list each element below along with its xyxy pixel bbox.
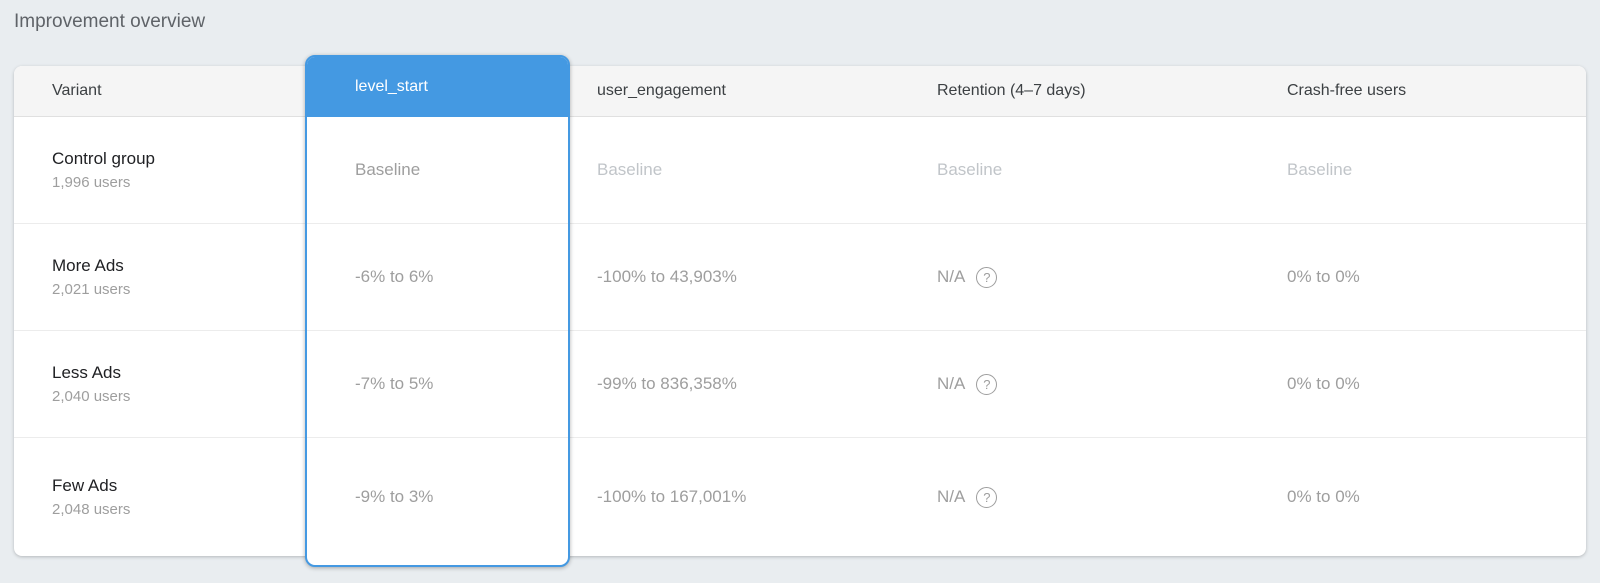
column-header-crash-free: Crash-free users [1287,82,1407,99]
variant-user-count: 2,021 users [52,281,131,298]
table-row: Less Ads 2,040 users -99% to 836,358% N/… [14,331,1586,438]
retention-cell: N/A ? [910,224,1260,330]
variant-user-count: 2,040 users [52,388,131,405]
user-engagement-cell: Baseline [597,160,663,179]
help-circle-icon[interactable]: ? [976,486,998,508]
variant-name: More Ads [52,256,124,275]
crash-free-cell: 0% to 0% [1287,487,1360,506]
level-start-cell: -9% to 3% [355,487,434,506]
improvement-overview-table: Variant user_engagement Retention (4–7 d… [14,66,1586,556]
retention-cell: N/A ? [910,331,1260,437]
retention-value: N/A [937,487,966,506]
variant-name: Less Ads [52,363,121,382]
variant-name: Control group [52,149,156,168]
level-start-cell: -7% to 5% [307,331,568,438]
table-row: Few Ads 2,048 users -100% to 167,001% N/… [14,438,1586,556]
selected-metric-header[interactable]: level_start [307,57,568,117]
crash-free-cell: 0% to 0% [1287,374,1360,393]
retention-value: Baseline [937,160,1003,179]
variant-name: Few Ads [52,476,118,495]
help-circle-icon[interactable]: ? [976,266,998,288]
crash-free-cell: 0% to 0% [1287,267,1360,286]
variant-user-count: 2,048 users [52,501,131,518]
variant-cell: Few Ads 2,048 users [14,438,305,556]
page-title: Improvement overview [14,11,206,32]
level-start-cell: Baseline [307,117,568,224]
variant-cell: Less Ads 2,040 users [14,331,305,437]
user-engagement-cell: -100% to 43,903% [597,267,737,286]
column-header-user-engagement: user_engagement [597,82,726,99]
help-circle-icon[interactable]: ? [976,373,998,395]
user-engagement-cell: -100% to 167,001% [597,487,747,506]
retention-cell: N/A ? [910,438,1260,556]
retention-value: N/A [937,374,966,393]
variant-user-count: 1,996 users [52,174,131,191]
retention-cell: Baseline [910,117,1260,223]
column-header-variant: Variant [52,82,102,99]
column-header-retention: Retention (4–7 days) [937,82,1086,99]
table-row: Control group 1,996 users Baseline Basel… [14,117,1586,224]
variant-cell: Control group 1,996 users [14,117,305,223]
table-header-row: Variant user_engagement Retention (4–7 d… [14,66,1586,117]
selected-metric-card[interactable]: level_start Baseline -6% to 6% -7% to 5%… [305,55,570,567]
crash-free-cell: Baseline [1287,160,1353,179]
variant-cell: More Ads 2,021 users [14,224,305,330]
level-start-cell: -6% to 6% [307,224,568,331]
table-row: More Ads 2,021 users -100% to 43,903% N/… [14,224,1586,331]
retention-value: N/A [937,267,966,286]
user-engagement-cell: -99% to 836,358% [597,374,737,393]
